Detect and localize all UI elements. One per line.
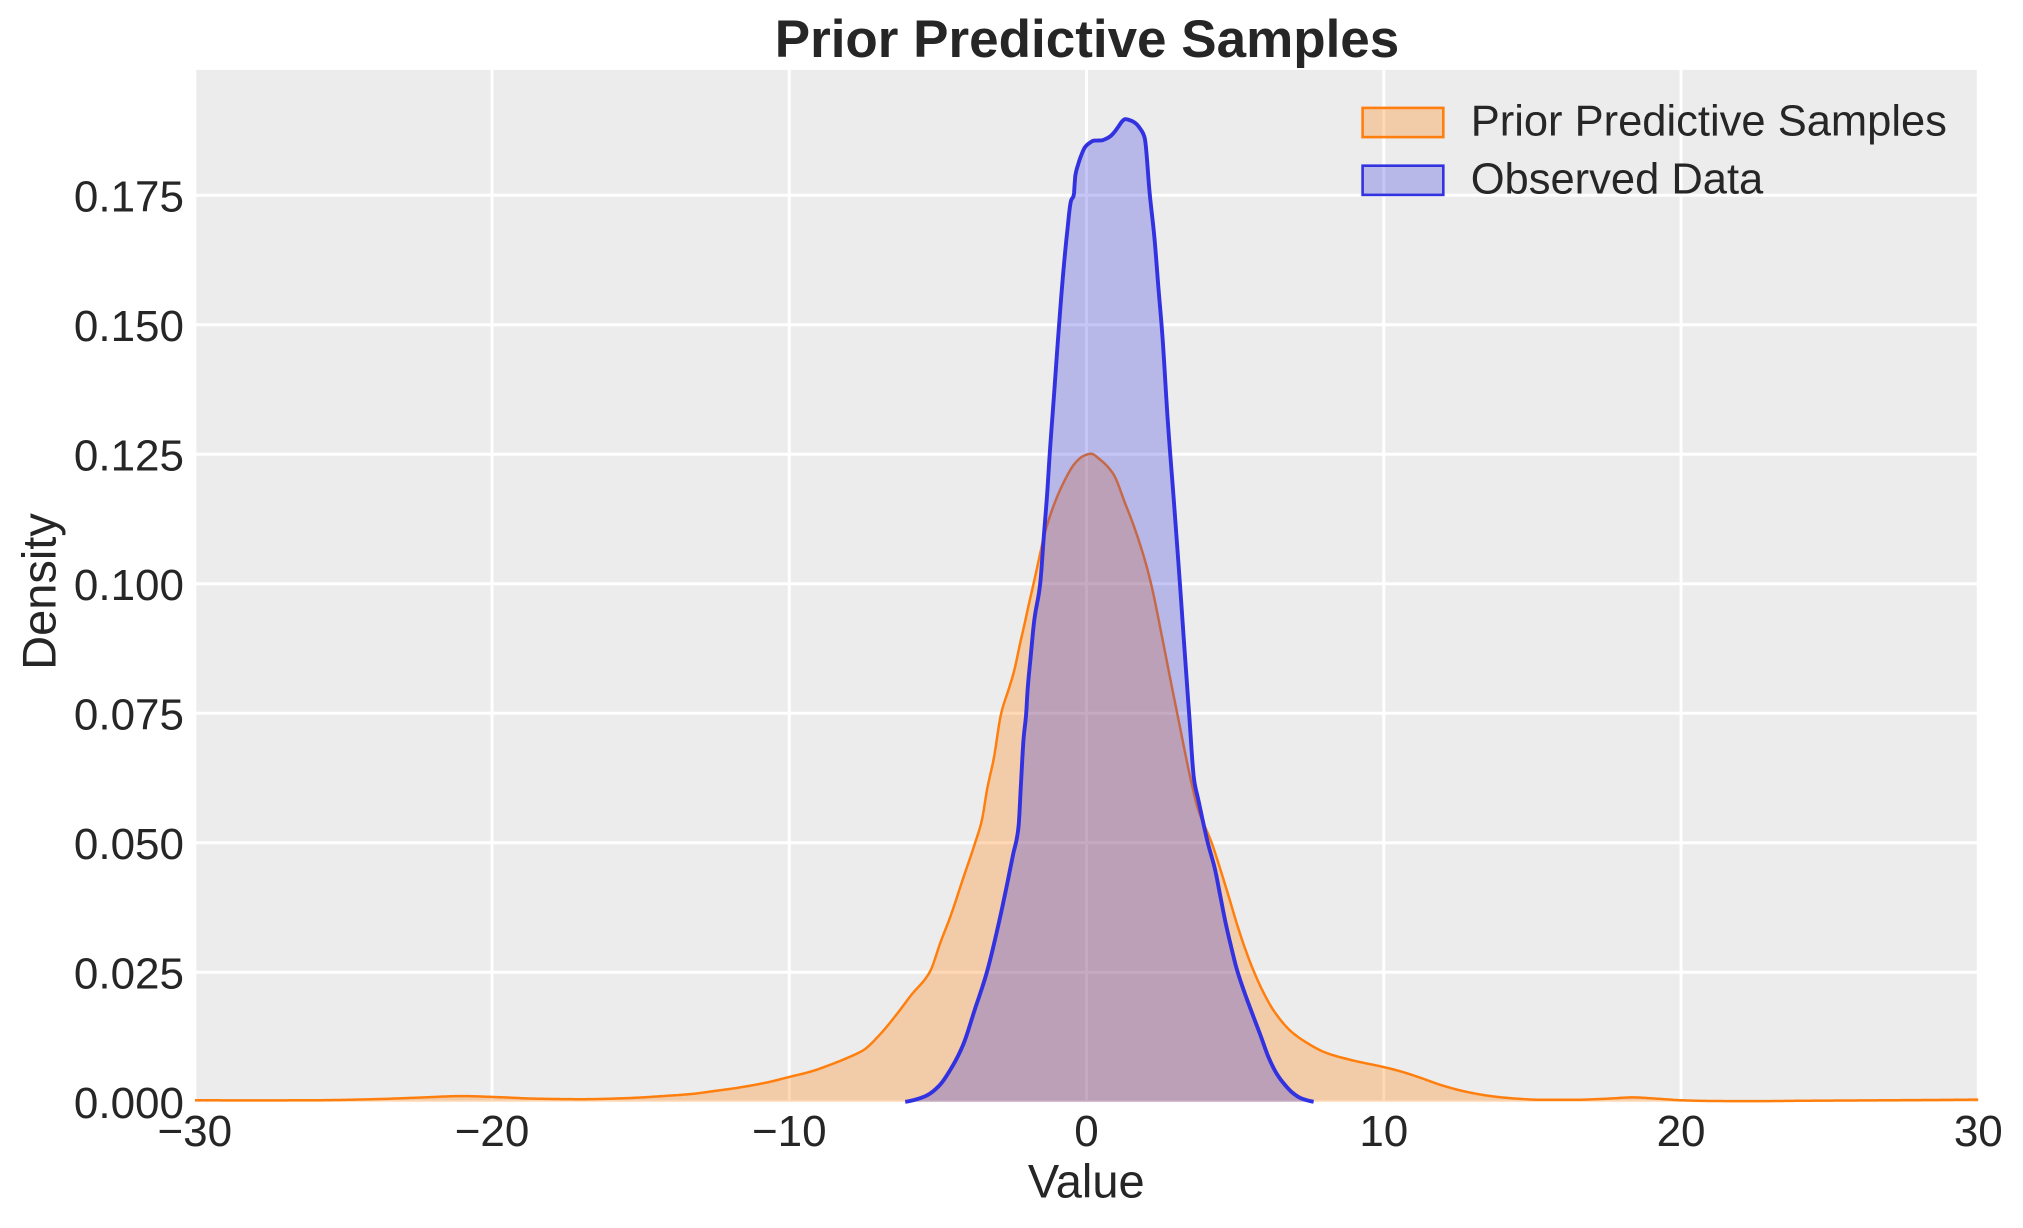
- svg-text:Value: Value: [1028, 1154, 1145, 1207]
- svg-text:Density: Density: [13, 513, 66, 670]
- svg-text:0.075: 0.075: [74, 690, 184, 739]
- svg-text:0.050: 0.050: [74, 820, 184, 869]
- svg-text:10: 10: [1359, 1107, 1408, 1156]
- svg-text:0.100: 0.100: [74, 561, 184, 610]
- svg-text:20: 20: [1657, 1107, 1706, 1156]
- svg-text:30: 30: [1954, 1107, 2003, 1156]
- svg-text:Prior Predictive Samples: Prior Predictive Samples: [775, 10, 1400, 69]
- svg-text:0.125: 0.125: [74, 431, 184, 480]
- svg-text:−20: −20: [455, 1107, 530, 1156]
- svg-text:0: 0: [1074, 1107, 1098, 1156]
- svg-text:−10: −10: [752, 1107, 827, 1156]
- svg-text:0.175: 0.175: [74, 172, 184, 221]
- svg-text:0.025: 0.025: [74, 949, 184, 998]
- svg-text:0.150: 0.150: [74, 302, 184, 351]
- svg-text:0.000: 0.000: [74, 1079, 184, 1128]
- svg-text:−30: −30: [157, 1107, 232, 1156]
- svg-text:Observed Data: Observed Data: [1471, 156, 1764, 204]
- svg-text:Prior Predictive Samples: Prior Predictive Samples: [1471, 98, 1947, 146]
